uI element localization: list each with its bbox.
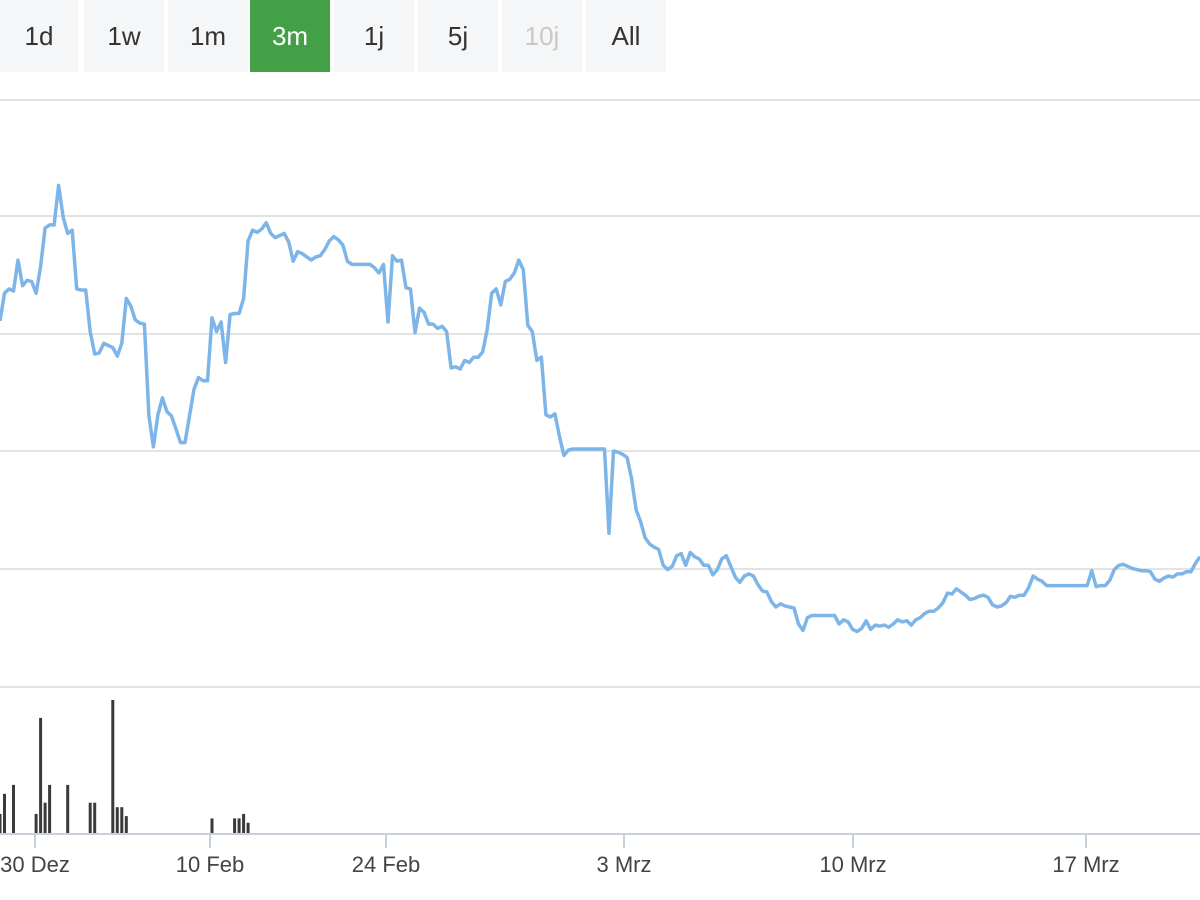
volume-bar — [88, 802, 92, 834]
volume-bar — [0, 813, 2, 834]
range-1j-button[interactable]: 1j — [334, 0, 414, 72]
range-1m-button[interactable]: 1m — [168, 0, 248, 72]
volume-bar — [34, 813, 38, 834]
x-tick-label: 17 Mrz — [1052, 852, 1119, 877]
volume-bar — [242, 813, 246, 834]
grid-lines — [0, 99, 1200, 688]
volume-bar — [115, 807, 119, 834]
x-tick-label: 30 Dez — [0, 852, 70, 877]
volume-bar — [93, 802, 97, 834]
x-tick-label: 10 Feb — [176, 852, 245, 877]
volume-bar — [111, 700, 115, 834]
range-1w-button[interactable]: 1w — [84, 0, 164, 72]
x-axis: 30 Dez 10 Feb 24 Feb 3 Mrz 10 Mrz 17 Mrz — [0, 833, 1200, 877]
price-line — [0, 183, 1200, 634]
range-10j-button: 10j — [502, 0, 582, 72]
volume-bar — [120, 807, 124, 834]
volume-bar — [12, 784, 15, 834]
volume-bar — [210, 818, 214, 834]
volume-bar — [233, 818, 237, 834]
volume-bars — [0, 700, 250, 834]
volume-bar — [48, 784, 52, 834]
x-tick-label: 10 Mrz — [819, 852, 886, 877]
volume-bar — [246, 822, 250, 834]
price-series-line — [0, 183, 1200, 634]
volume-bar — [124, 816, 128, 834]
range-5j-button[interactable]: 5j — [418, 0, 498, 72]
x-tick-label: 24 Feb — [352, 852, 421, 877]
volume-bar — [237, 818, 241, 834]
volume-bar — [39, 717, 43, 834]
range-1d-button[interactable]: 1d — [0, 0, 78, 72]
volume-bar — [3, 793, 6, 834]
volume-bar — [66, 784, 70, 834]
volume-bar — [43, 802, 47, 834]
range-3m-button[interactable]: 3m — [250, 0, 330, 72]
range-all-button[interactable]: All — [586, 0, 666, 72]
x-tick-label: 3 Mrz — [597, 852, 652, 877]
